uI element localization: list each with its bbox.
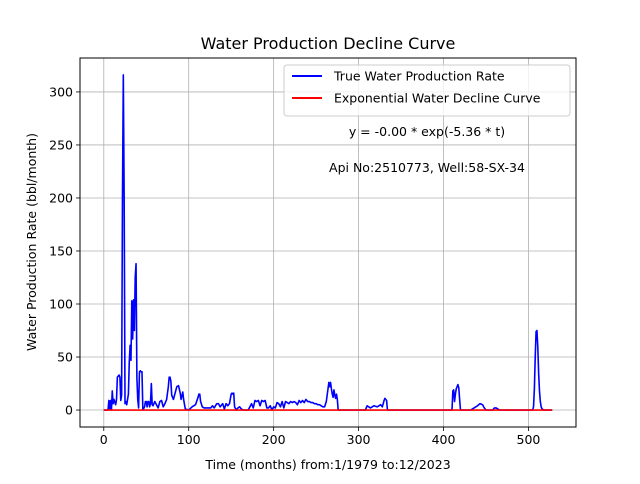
legend-label-decline-curve: Exponential Water Decline Curve <box>334 91 541 106</box>
y-tick-label: 0 <box>65 403 73 418</box>
x-tick-label: 200 <box>262 432 286 447</box>
axis-ticks: 0 100 200 300 400 500 0 50 100 150 200 250 300 <box>49 84 540 447</box>
x-tick-label: 500 <box>517 432 541 447</box>
well-annotation: Api No:2510773, Well:58-SX-34 <box>329 160 525 175</box>
y-tick-label: 200 <box>49 190 73 205</box>
legend-label-true-rate: True Water Production Rate <box>333 69 505 84</box>
y-tick-label: 150 <box>49 243 73 258</box>
y-tick-label: 100 <box>49 297 73 312</box>
y-tick-label: 250 <box>49 137 73 152</box>
x-axis-label: Time (months) from:1/1979 to:12/2023 <box>204 457 450 472</box>
x-tick-label: 400 <box>432 432 456 447</box>
series-layer <box>103 74 553 411</box>
chart-title: Water Production Decline Curve <box>201 34 456 53</box>
x-tick-label: 300 <box>347 432 371 447</box>
plot-frame <box>79 57 577 428</box>
x-tick-label: 0 <box>100 432 108 447</box>
y-tick-label: 50 <box>57 350 73 365</box>
x-tick-label: 100 <box>177 432 201 447</box>
legend: True Water Production Rate Exponential W… <box>283 64 571 117</box>
y-axis-label: Water Production Rate (bbl/month) <box>24 133 39 351</box>
grid <box>80 58 576 427</box>
y-tick-label: 300 <box>49 84 73 99</box>
equation-annotation: y = -0.00 * exp(-5.36 * t) <box>349 124 505 139</box>
legend-box <box>283 64 571 117</box>
